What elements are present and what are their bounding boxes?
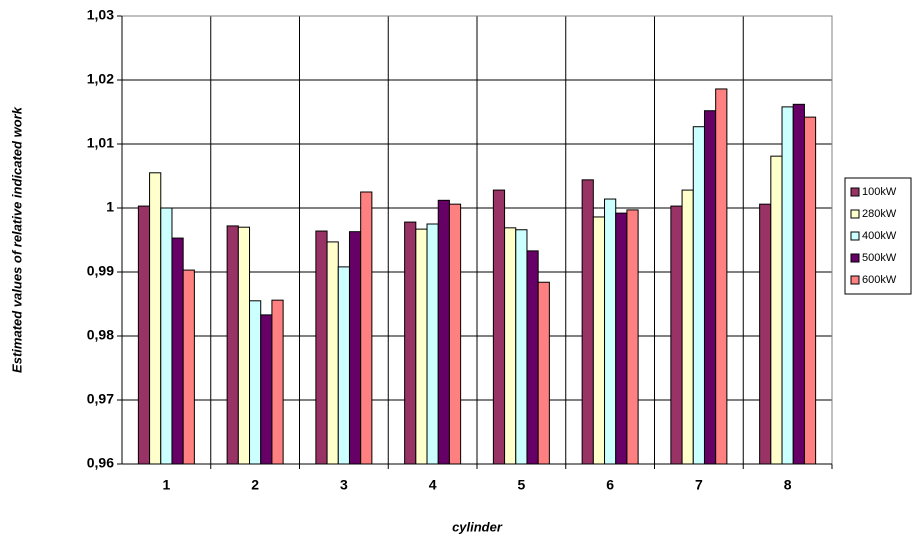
legend-swatch bbox=[850, 187, 860, 197]
legend-swatch bbox=[850, 209, 860, 219]
bar bbox=[681, 189, 694, 465]
bar bbox=[237, 226, 251, 465]
x-tick-label: 1 bbox=[162, 477, 170, 493]
bar bbox=[515, 229, 528, 465]
bar bbox=[759, 203, 772, 465]
bar bbox=[337, 266, 350, 465]
bar bbox=[670, 205, 683, 465]
bar bbox=[592, 216, 606, 465]
bar bbox=[692, 126, 705, 465]
y-tick-label: 1 bbox=[106, 199, 114, 215]
bar bbox=[770, 155, 783, 465]
bar bbox=[803, 116, 817, 465]
bar bbox=[504, 227, 517, 465]
bar bbox=[271, 299, 284, 465]
bar bbox=[249, 300, 262, 465]
legend-swatch bbox=[850, 231, 860, 241]
bar bbox=[448, 203, 462, 465]
bar bbox=[160, 207, 173, 465]
x-tick-label: 6 bbox=[606, 477, 614, 493]
bar bbox=[492, 189, 506, 465]
bar bbox=[604, 198, 617, 465]
legend-swatch bbox=[850, 253, 860, 263]
y-tick-label: 0,96 bbox=[87, 455, 114, 471]
bar bbox=[326, 241, 339, 465]
y-tick-label: 0,99 bbox=[87, 263, 114, 279]
bar bbox=[348, 231, 362, 465]
bar bbox=[426, 223, 439, 465]
bar bbox=[703, 110, 717, 465]
bar bbox=[626, 209, 639, 465]
bar bbox=[137, 205, 151, 465]
x-tick-label: 7 bbox=[695, 477, 703, 493]
bar bbox=[615, 212, 628, 465]
legend-label: 600kW bbox=[862, 274, 897, 286]
y-tick-label: 0,97 bbox=[87, 391, 114, 407]
legend-swatch bbox=[850, 275, 860, 285]
legend-label: 100kW bbox=[862, 186, 897, 198]
x-tick-label: 2 bbox=[251, 477, 259, 493]
bar bbox=[315, 230, 328, 465]
bar bbox=[182, 269, 195, 465]
y-tick-label: 0,98 bbox=[87, 327, 114, 343]
y-tick-label: 1,03 bbox=[87, 7, 114, 23]
bar bbox=[792, 103, 805, 465]
bar bbox=[226, 225, 239, 465]
bar bbox=[781, 106, 794, 465]
x-axis-title: cylinder bbox=[452, 519, 503, 534]
x-tick-label: 4 bbox=[429, 477, 437, 493]
bar bbox=[715, 88, 728, 465]
bar bbox=[404, 221, 417, 465]
bar bbox=[581, 179, 594, 465]
bar bbox=[415, 228, 428, 465]
bar bbox=[171, 237, 184, 465]
bar bbox=[537, 281, 550, 465]
x-tick-label: 8 bbox=[784, 477, 792, 493]
y-tick-label: 1,01 bbox=[87, 135, 114, 151]
legend-label: 280kW bbox=[862, 208, 897, 220]
legend-label: 500kW bbox=[862, 252, 897, 264]
legend-label: 400kW bbox=[862, 230, 897, 242]
x-tick-label: 3 bbox=[340, 477, 348, 493]
y-tick-label: 1,02 bbox=[87, 71, 114, 87]
y-axis-title: Estimated values of relative indicated w… bbox=[9, 106, 24, 373]
bar bbox=[526, 250, 539, 465]
bar bbox=[437, 199, 450, 465]
x-tick-label: 5 bbox=[517, 477, 525, 493]
bar bbox=[260, 314, 273, 465]
bar bbox=[360, 191, 373, 465]
bar bbox=[149, 172, 162, 465]
